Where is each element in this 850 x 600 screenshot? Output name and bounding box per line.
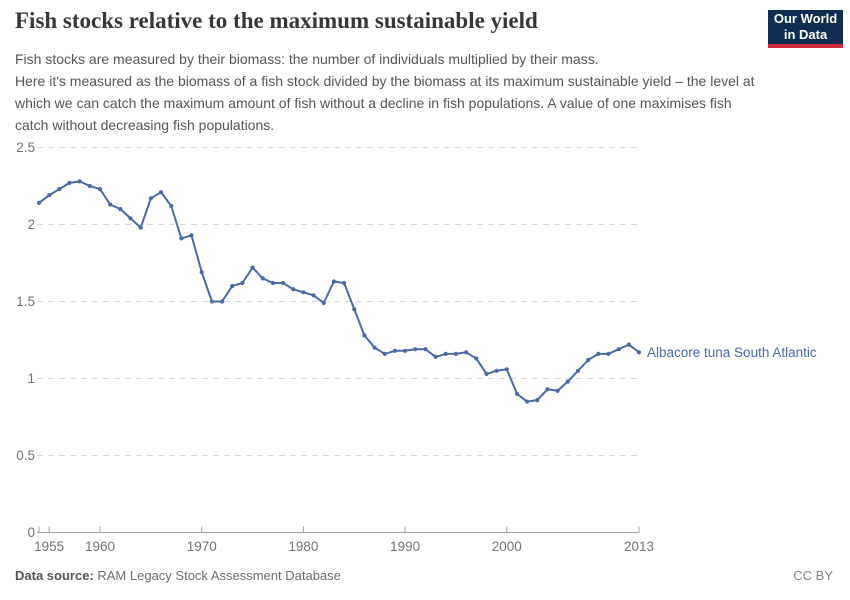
owid-logo-line1: Our World [773,11,838,26]
subtitle-sentence-1: Fish stocks are measured by their biomas… [15,51,599,67]
data-point[interactable] [209,299,214,304]
data-point[interactable] [158,190,164,195]
data-point[interactable] [413,347,418,352]
data-point[interactable] [352,307,357,312]
data-point[interactable] [270,280,275,286]
data-source-value: RAM Legacy Stock Assessment Database [97,568,341,583]
data-point[interactable] [260,276,265,281]
data-point[interactable] [372,345,377,350]
data-point[interactable] [301,290,306,295]
y-axis-tick-label: 0 [27,525,35,540]
data-point[interactable] [423,347,428,352]
data-point[interactable] [474,356,479,361]
page-title: Fish stocks relative to the maximum sust… [15,8,538,33]
data-point[interactable] [362,333,367,338]
x-axis-tick-label: 1990 [390,539,420,554]
subtitle-sentence-2: Here it's measured as the biomass of a f… [15,73,755,133]
license-link[interactable]: CC BY [793,568,833,583]
data-point[interactable] [342,280,347,286]
y-axis-tick-label: 0.5 [16,448,35,463]
data-point[interactable] [555,388,560,393]
x-axis-tick-label: 1955 [34,539,64,554]
chart-subtitle: Fish stocks are measured by their biomas… [15,48,761,136]
data-point[interactable] [636,350,642,355]
data-point[interactable] [545,387,550,392]
x-axis-tick-label: 2013 [624,539,654,554]
data-point[interactable] [392,348,397,353]
data-point[interactable] [453,351,458,356]
data-point[interactable] [382,351,387,356]
data-point[interactable] [189,233,194,238]
owid-logo[interactable]: Our World in Data [768,10,843,48]
data-point[interactable] [565,379,570,384]
x-axis-tick-label: 1980 [288,539,318,554]
series-label[interactable]: Albacore tuna South Atlantic [647,345,817,360]
data-point[interactable] [403,348,408,353]
data-source: Data source: RAM Legacy Stock Assessment… [15,568,341,583]
data-point[interactable] [626,342,631,347]
y-axis-tick-label: 1 [27,371,35,386]
data-point[interactable] [97,187,103,192]
data-point[interactable] [138,225,143,230]
data-point[interactable] [169,203,174,209]
data-point[interactable] [464,350,469,355]
data-point[interactable] [36,200,42,205]
x-axis-tick-label: 1970 [187,539,217,554]
data-point[interactable] [118,207,123,212]
data-point[interactable] [108,202,113,207]
data-point[interactable] [443,351,448,356]
data-point[interactable] [616,347,621,352]
data-point[interactable] [77,179,82,184]
data-point[interactable] [514,391,520,396]
data-point[interactable] [87,183,92,189]
x-axis-tick-label: 2000 [492,539,522,554]
data-point[interactable] [321,300,326,306]
data-point[interactable] [281,280,286,286]
data-point[interactable] [199,270,204,275]
data-point[interactable] [525,399,530,404]
data-point[interactable] [291,287,296,292]
data-point[interactable] [596,351,601,356]
y-axis-tick-label: 2.5 [16,140,35,155]
y-axis-tick-label: 1.5 [16,294,35,309]
y-axis-tick-label: 2 [27,217,35,232]
x-axis-tick-label: 1960 [85,539,115,554]
data-point[interactable] [47,193,52,198]
owid-logo-line2: in Data [783,27,828,42]
data-point[interactable] [586,357,591,363]
data-source-label: Data source: [15,568,94,583]
data-point[interactable] [494,368,499,373]
data-point[interactable] [148,196,153,201]
data-point[interactable] [220,299,225,304]
series-line[interactable] [38,180,640,403]
data-point[interactable] [535,398,540,403]
data-point[interactable] [230,284,235,289]
data-point[interactable] [575,368,581,373]
data-point[interactable] [484,371,489,376]
data-point[interactable] [67,180,72,185]
data-point[interactable] [250,265,255,270]
data-point[interactable] [57,187,62,192]
data-point[interactable] [240,280,245,286]
chart-footer: Data source: RAM Legacy Stock Assessment… [15,568,833,583]
data-point[interactable] [331,279,336,284]
data-point[interactable] [128,216,133,221]
data-point[interactable] [433,354,438,359]
data-point[interactable] [504,367,509,372]
data-point[interactable] [179,236,184,241]
data-point[interactable] [311,293,316,298]
data-point[interactable] [606,351,611,356]
